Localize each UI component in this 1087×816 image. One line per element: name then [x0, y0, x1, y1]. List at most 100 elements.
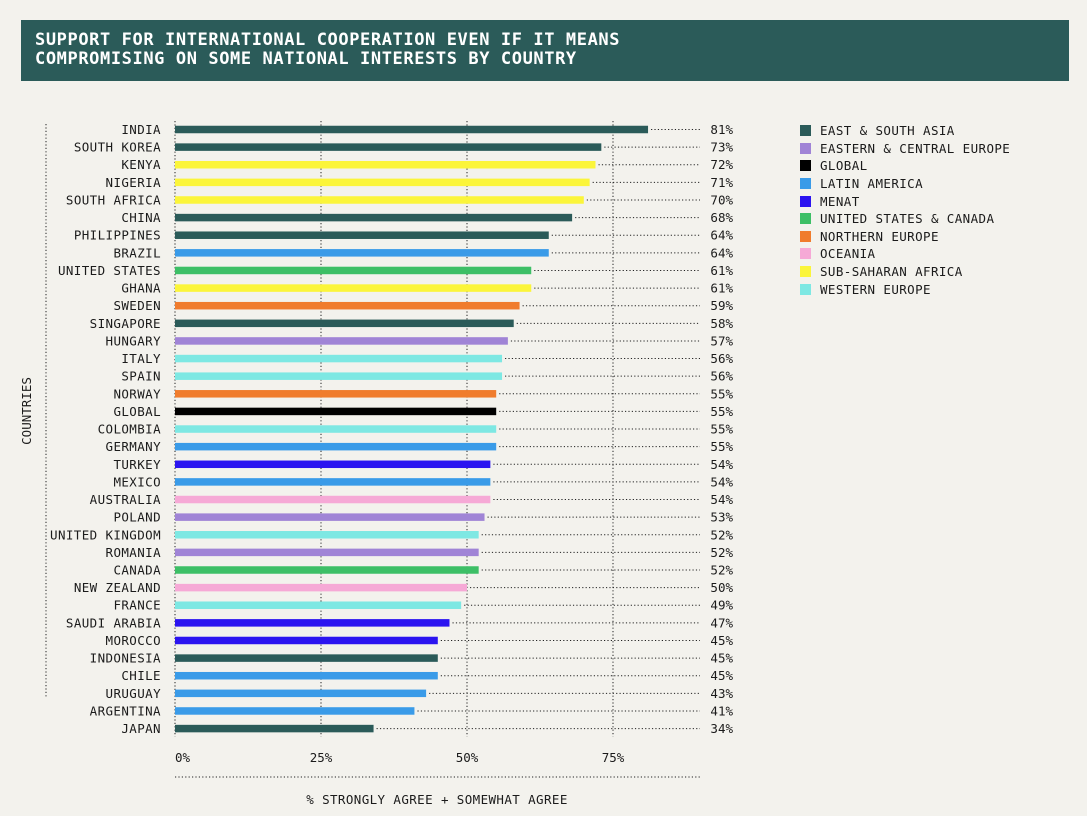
x-tick-label: 50% — [456, 750, 479, 765]
bar — [175, 425, 497, 433]
category-label: SOUTH KOREA — [74, 140, 161, 155]
bar — [175, 143, 602, 151]
legend-swatch — [800, 160, 811, 172]
bar — [175, 301, 520, 310]
bar — [175, 601, 462, 609]
value-label: 61% — [710, 263, 733, 278]
legend-label: NORTHERN EUROPE — [820, 228, 939, 244]
bar — [175, 372, 503, 380]
category-label: COLOMBIA — [98, 422, 161, 437]
bar — [175, 566, 479, 574]
value-label: 73% — [710, 140, 733, 155]
value-label: 56% — [710, 369, 733, 384]
value-label: 59% — [710, 298, 733, 313]
bar — [175, 284, 532, 292]
bar — [175, 478, 491, 486]
value-label: 55% — [710, 422, 733, 437]
category-label: POLAND — [113, 510, 161, 525]
category-label: GERMANY — [106, 439, 162, 454]
bar — [175, 724, 374, 733]
legend-label: OCEANIA — [820, 246, 876, 262]
legend-item: WESTERN EUROPE — [800, 280, 1010, 298]
category-label: HUNGARY — [106, 333, 162, 348]
category-label: URUGUAY — [106, 686, 162, 701]
value-label: 64% — [710, 228, 733, 243]
value-label: 50% — [710, 580, 733, 595]
bar — [175, 266, 532, 275]
value-label: 49% — [710, 598, 733, 613]
legend-label: MENAT — [820, 193, 860, 209]
category-label: MOROCCO — [106, 633, 161, 648]
bar — [175, 213, 573, 222]
legend-item: GLOBAL — [800, 157, 1010, 175]
bar — [175, 319, 514, 328]
category-label: INDONESIA — [90, 651, 161, 666]
value-label: 34% — [710, 721, 733, 736]
value-label: 45% — [710, 633, 733, 648]
legend-label: GLOBAL — [820, 158, 868, 174]
value-label: 53% — [710, 510, 733, 525]
legend: EAST & SOUTH ASIA EASTERN & CENTRAL EUROP… — [800, 122, 1010, 298]
category-label: UNITED KINGDOM — [50, 527, 161, 542]
bar — [175, 178, 590, 187]
legend-swatch — [800, 195, 811, 207]
bar — [175, 442, 497, 451]
value-label: 54% — [710, 474, 733, 489]
bar — [175, 460, 491, 469]
bar — [175, 337, 508, 345]
value-label: 54% — [710, 492, 733, 507]
category-label: PHILIPPINES — [74, 228, 161, 243]
bar — [175, 231, 549, 239]
bar — [175, 354, 503, 363]
bar — [175, 707, 415, 715]
value-label: 70% — [710, 192, 733, 207]
category-label: AUSTRALIA — [90, 492, 161, 507]
category-label: GLOBAL — [113, 404, 161, 419]
category-label: TURKEY — [113, 457, 161, 472]
category-label: FRANCE — [113, 598, 161, 613]
chart-title: SUPPORT FOR INTERNATIONAL COOPERATION EV… — [21, 20, 1069, 81]
legend-label: LATIN AMERICA — [820, 176, 924, 192]
value-label: 52% — [710, 563, 733, 578]
x-tick-label: 75% — [602, 750, 625, 765]
value-label: 55% — [710, 404, 733, 419]
value-label: 64% — [710, 245, 733, 260]
bar — [175, 689, 427, 698]
legend-item: NORTHERN EUROPE — [800, 228, 1010, 246]
bar — [175, 196, 584, 204]
category-label: ARGENTINA — [90, 703, 161, 718]
legend-swatch — [800, 266, 811, 278]
value-label: 55% — [710, 439, 733, 454]
value-label: 54% — [710, 457, 733, 472]
value-label: 47% — [710, 615, 733, 630]
category-label: MEXICO — [113, 474, 161, 489]
legend-item: SUB-SAHARAN AFRICA — [800, 263, 1010, 281]
bar — [175, 407, 497, 416]
category-label: UNITED STATES — [58, 263, 161, 278]
category-label: CANADA — [113, 563, 161, 578]
bar — [175, 636, 438, 645]
category-label: SOUTH AFRICA — [66, 192, 161, 207]
category-label: INDIA — [121, 122, 161, 137]
value-label: 72% — [710, 157, 733, 172]
category-label: SPAIN — [121, 369, 161, 384]
x-axis-label: % STRONGLY AGREE + SOMEWHAT AGREE — [306, 792, 568, 807]
bar — [175, 619, 450, 627]
category-label: ITALY — [121, 351, 161, 366]
chart-title-line-2: COMPROMISING ON SOME NATIONAL INTERESTS … — [35, 49, 577, 69]
value-label: 56% — [710, 351, 733, 366]
category-label: BRAZIL — [113, 245, 161, 260]
legend-swatch — [800, 125, 811, 137]
category-label: KENYA — [121, 157, 161, 172]
value-label: 52% — [710, 527, 733, 542]
legend-item: MENAT — [800, 192, 1010, 210]
category-label: ROMANIA — [106, 545, 162, 560]
value-label: 57% — [710, 333, 733, 348]
legend-swatch — [800, 230, 811, 242]
legend-label: EAST & SOUTH ASIA — [820, 123, 955, 139]
value-label: 45% — [710, 651, 733, 666]
bar — [175, 249, 549, 257]
bar — [175, 390, 497, 398]
value-label: 68% — [710, 210, 733, 225]
